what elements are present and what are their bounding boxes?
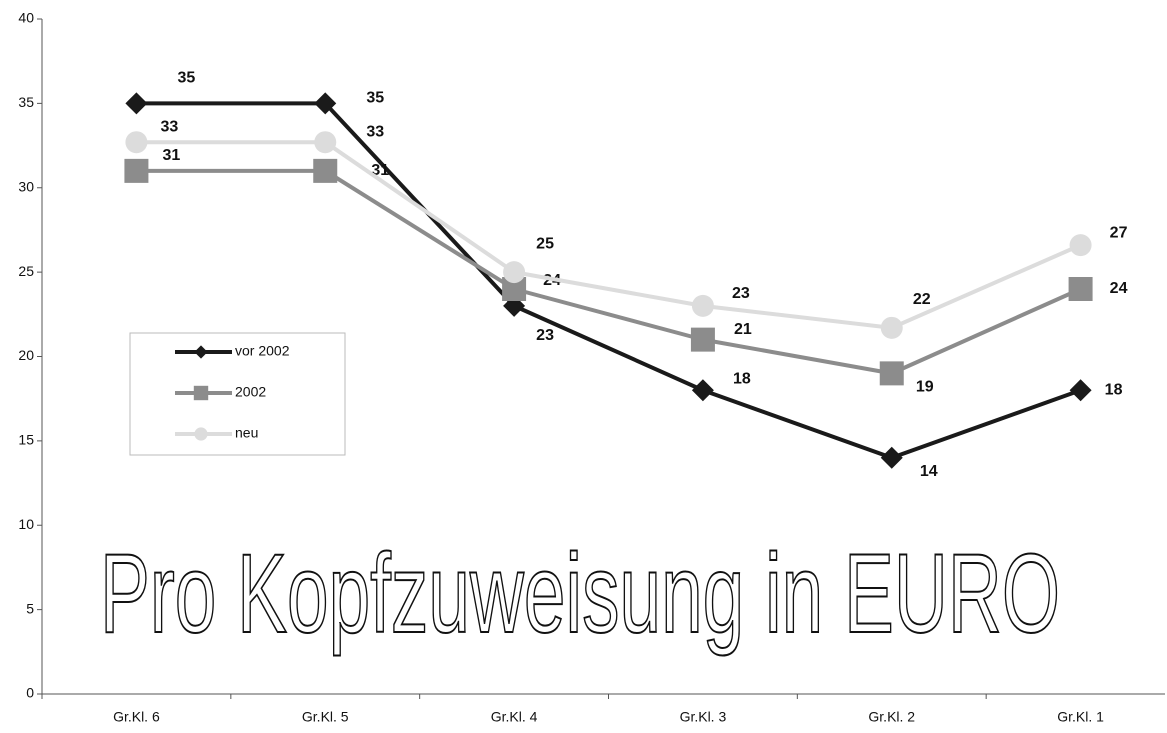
data-label: 23 bbox=[732, 285, 750, 302]
legend-label: vor 2002 bbox=[235, 343, 290, 359]
marker bbox=[691, 379, 714, 402]
marker bbox=[1069, 234, 1092, 257]
data-label: 24 bbox=[1110, 280, 1128, 297]
x-tick-label: Gr.Kl. 4 bbox=[491, 709, 538, 725]
x-tick-label: Gr.Kl. 1 bbox=[1057, 709, 1104, 725]
marker bbox=[880, 446, 903, 469]
y-tick-label: 40 bbox=[18, 10, 34, 26]
series: 35 35 23 18 14 18 bbox=[125, 70, 1123, 480]
x-tick-label: Gr.Kl. 2 bbox=[868, 709, 915, 725]
legend-marker bbox=[194, 427, 208, 441]
chart-title: Pro Kopfzuweisung in EURO bbox=[100, 531, 1060, 656]
marker bbox=[124, 158, 149, 183]
line bbox=[136, 101, 1082, 460]
line bbox=[136, 140, 1082, 330]
data-label: 18 bbox=[1105, 381, 1123, 398]
data-label: 23 bbox=[536, 327, 554, 344]
data-label: 33 bbox=[161, 118, 179, 135]
x-tick-label: Gr.Kl. 3 bbox=[680, 709, 727, 725]
marker bbox=[314, 92, 337, 115]
series: 33 33 25 23 22 27 bbox=[125, 118, 1128, 339]
marker bbox=[314, 131, 337, 154]
y-tick-label: 30 bbox=[18, 178, 34, 194]
marker bbox=[125, 131, 148, 154]
line bbox=[136, 168, 1082, 376]
data-label: 27 bbox=[1110, 224, 1128, 241]
y-tick-label: 15 bbox=[18, 432, 34, 448]
marker bbox=[690, 327, 715, 352]
data-label: 35 bbox=[178, 70, 196, 87]
y-tick-label: 0 bbox=[26, 685, 34, 701]
data-label: 25 bbox=[536, 235, 554, 252]
data-label: 31 bbox=[163, 147, 181, 164]
marker bbox=[691, 294, 714, 317]
marker bbox=[880, 316, 903, 339]
y-tick-label: 5 bbox=[26, 600, 34, 616]
y-tick-label: 35 bbox=[18, 94, 34, 110]
data-label: 33 bbox=[366, 123, 384, 140]
data-label: 14 bbox=[920, 463, 938, 480]
y-tick-label: 20 bbox=[18, 347, 34, 363]
marker bbox=[879, 361, 904, 386]
data-label: 22 bbox=[913, 291, 931, 308]
legend-label: 2002 bbox=[235, 384, 266, 400]
legend-label: neu bbox=[235, 425, 258, 441]
marker bbox=[503, 261, 526, 284]
x-tick-label: Gr.Kl. 5 bbox=[302, 709, 349, 725]
legend-marker bbox=[194, 345, 208, 359]
marker bbox=[313, 158, 338, 183]
data-label: 19 bbox=[916, 379, 934, 396]
marker bbox=[1068, 277, 1093, 301]
legend-marker bbox=[193, 385, 209, 401]
legend-box bbox=[129, 332, 346, 456]
marker bbox=[1069, 379, 1092, 402]
data-label: 35 bbox=[366, 90, 384, 107]
data-label: 18 bbox=[733, 370, 751, 387]
y-tick-label: 10 bbox=[18, 516, 34, 532]
data-label: 21 bbox=[734, 321, 752, 338]
x-tick-label: Gr.Kl. 6 bbox=[113, 709, 160, 725]
y-tick-label: 25 bbox=[18, 263, 34, 279]
marker bbox=[125, 92, 148, 115]
